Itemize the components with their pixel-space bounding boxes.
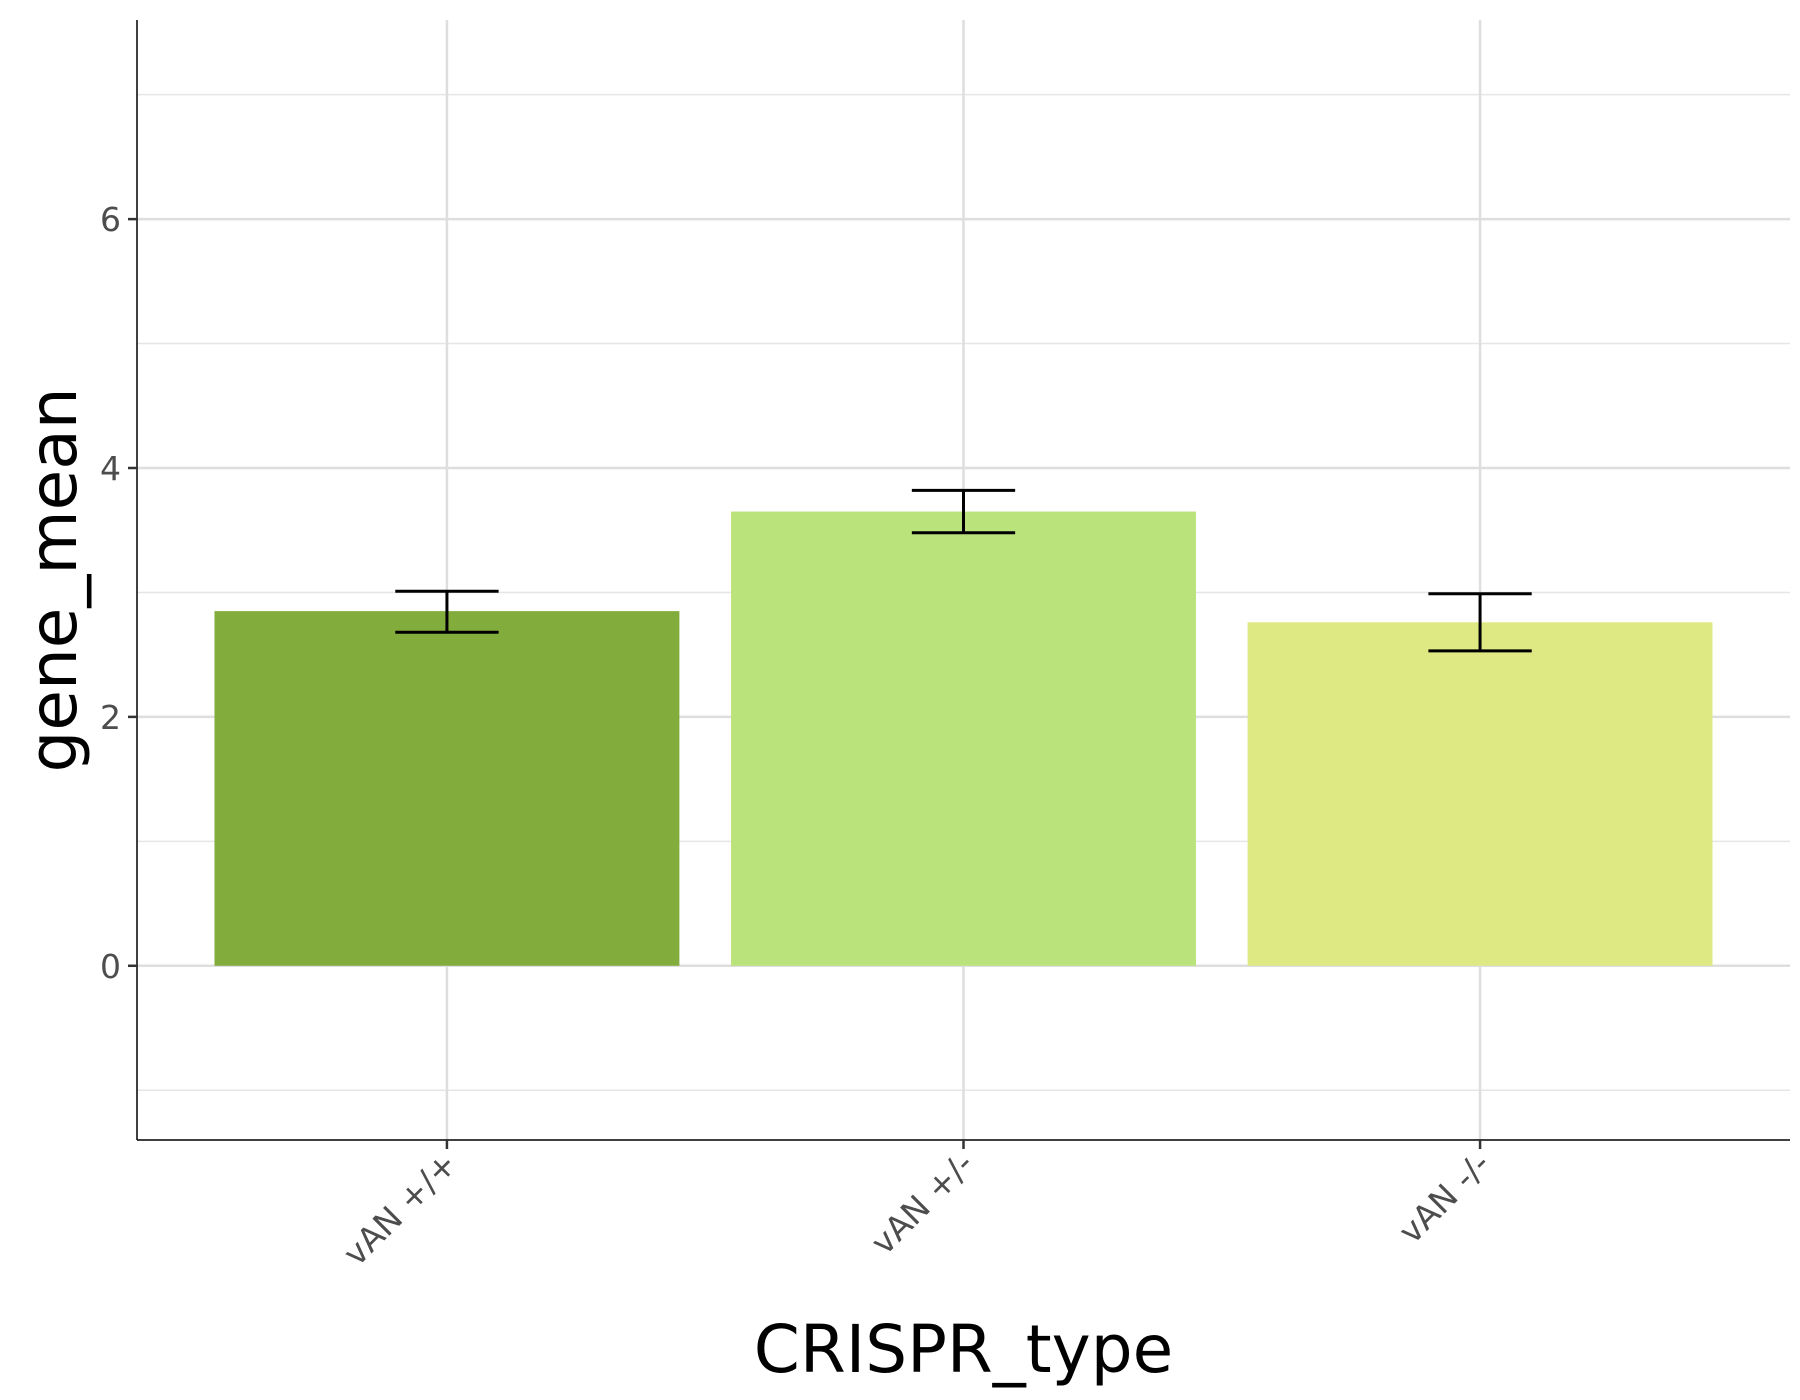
bar-2: [731, 511, 1196, 966]
y-axis-ticks: 0 2 4 6: [100, 200, 137, 986]
x-axis-ticks: vAN +/+ vAN +/- vAN -/-: [335, 1140, 1498, 1273]
error-bars: [395, 488, 1532, 653]
x-tick-label: vAN -/-: [1391, 1144, 1498, 1251]
bar-1: [214, 611, 680, 966]
y-tick-label: 2: [100, 698, 121, 737]
x-axis-title: CRISPR_type: [754, 1311, 1173, 1388]
x-tick-label: vAN +/+: [335, 1144, 464, 1273]
y-tick-label: 0: [100, 947, 121, 986]
error-bar-3: [1428, 592, 1532, 653]
bar-3: [1247, 622, 1713, 966]
bars: [214, 511, 1713, 966]
y-tick-label: 4: [100, 449, 121, 488]
error-bar-1: [395, 589, 499, 634]
y-tick-label: 6: [100, 200, 121, 239]
x-tick-label: vAN +/-: [863, 1144, 981, 1262]
y-axis-title: gene_mean: [15, 387, 92, 772]
error-bar-2: [911, 488, 1016, 535]
